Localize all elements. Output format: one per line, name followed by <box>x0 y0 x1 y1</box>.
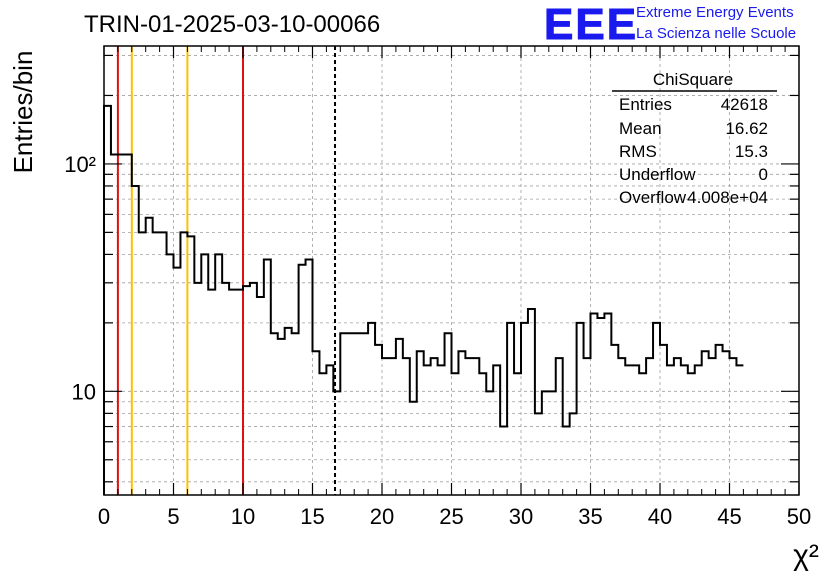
stats-value-mean: 16.62 <box>725 119 768 138</box>
histogram-series <box>103 104 744 495</box>
x-axis-ticks: 0 5 10 15 20 25 30 35 40 45 50 <box>98 46 811 529</box>
y-axis-ticks: 10 10² <box>64 54 799 483</box>
x-tick-label: 0 <box>98 504 110 529</box>
stats-label-entries: Entries <box>619 95 672 114</box>
stats-box: ChiSquare Entries 42618 Mean 16.62 RMS 1… <box>612 70 777 207</box>
logo-line-2: La Scienza nelle Scuole <box>636 25 796 42</box>
y-axis-label: Entries/bin <box>8 51 38 174</box>
grid-lines <box>104 46 799 495</box>
logo-line-1: Extreme Energy Events <box>636 4 794 21</box>
eee-logo: EEE <box>544 0 638 49</box>
stats-label-overflow: Overflow <box>619 188 687 207</box>
x-tick-label: 40 <box>648 504 672 529</box>
reference-lines <box>116 46 337 495</box>
y-tick-label: 10² <box>64 152 96 177</box>
x-tick-label: 15 <box>300 504 324 529</box>
stats-label-underflow: Underflow <box>619 165 696 184</box>
x-tick-label: 30 <box>509 504 533 529</box>
x-tick-label: 10 <box>231 504 255 529</box>
stats-value-entries: 42618 <box>721 95 768 114</box>
y-tick-label: 10 <box>72 379 96 404</box>
stats-label-mean: Mean <box>619 119 662 138</box>
chart-title: TRIN-01-2025-03-10-00066 <box>84 11 380 38</box>
x-tick-label: 5 <box>167 504 179 529</box>
stats-title: ChiSquare <box>653 70 733 89</box>
histogram-steps <box>103 104 744 495</box>
stats-value-rms: 15.3 <box>735 142 768 161</box>
stats-label-rms: RMS <box>619 142 657 161</box>
x-tick-label: 20 <box>370 504 394 529</box>
x-tick-label: 25 <box>439 504 463 529</box>
x-tick-label: 50 <box>787 504 811 529</box>
stats-value-underflow: 0 <box>759 165 768 184</box>
x-tick-label: 45 <box>717 504 741 529</box>
stats-value-overflow: 4.008e+04 <box>687 188 768 207</box>
x-tick-label: 35 <box>578 504 602 529</box>
x-axis-label: χ² <box>793 539 819 572</box>
